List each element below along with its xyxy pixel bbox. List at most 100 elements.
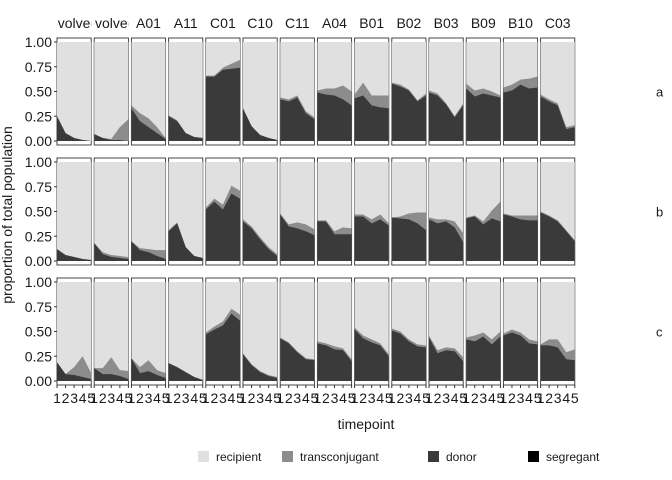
- donor-area: [429, 219, 464, 261]
- column-strip-label: B01: [359, 15, 384, 31]
- x-axis-title: timepoint: [338, 416, 395, 432]
- facet-panel: [316, 157, 353, 266]
- facet-panel: [242, 277, 278, 386]
- legend-item: donor: [428, 450, 477, 464]
- y-tick-label: 1.00: [25, 154, 52, 170]
- x-tick-label: 3: [256, 390, 264, 406]
- facet-panel: [428, 157, 464, 266]
- x-tick-label: 2: [508, 390, 516, 406]
- legend-label: transconjugant: [300, 450, 379, 464]
- facet-panel: [56, 277, 92, 386]
- donor-area: [168, 223, 203, 261]
- legend-label: recipient: [216, 450, 262, 464]
- y-tick-label: 0.75: [25, 179, 52, 195]
- y-tick-label: 0.25: [25, 108, 52, 124]
- y-tick-label: 1.00: [25, 274, 52, 290]
- x-tick-label: 5: [199, 390, 207, 406]
- x-tick-label: 4: [116, 390, 124, 406]
- x-tick-label: 5: [459, 390, 467, 406]
- donor-area: [280, 338, 315, 381]
- donor-area: [243, 354, 278, 381]
- x-tick-label: 5: [385, 390, 393, 406]
- column-strip-label: evolved: [50, 15, 98, 31]
- donor-area: [243, 108, 278, 141]
- x-tick-label: 3: [107, 390, 115, 406]
- donor-area: [57, 116, 92, 141]
- legend-swatch: [282, 451, 293, 462]
- legend-label: segregant: [546, 450, 600, 464]
- x-tick-label: 1: [314, 390, 322, 406]
- x-tick-label: 5: [348, 390, 356, 406]
- facet-panel: [242, 37, 278, 146]
- facet-panel: [502, 157, 539, 266]
- donor-area: [205, 67, 240, 141]
- facet-panel: [56, 157, 92, 266]
- donor-area: [131, 108, 166, 141]
- donor-area: [429, 337, 464, 381]
- legend-swatch: [198, 451, 209, 462]
- y-tick-label: 0.00: [25, 253, 52, 269]
- x-tick-label: 1: [351, 390, 359, 406]
- column-strip-label: C03: [545, 15, 571, 31]
- donor-area: [168, 363, 203, 381]
- x-tick-label: 1: [500, 390, 508, 406]
- donor-area: [354, 216, 389, 261]
- x-tick-label: 4: [302, 390, 310, 406]
- x-tick-label: 2: [173, 390, 181, 406]
- facet-panel: [93, 37, 129, 146]
- facet-panel: [205, 277, 241, 386]
- transconjugant-area: [94, 119, 129, 141]
- x-tick-label: 4: [265, 390, 273, 406]
- facet-panel: [130, 277, 167, 386]
- recipient-area: [168, 282, 203, 381]
- facet-panel: [428, 37, 464, 146]
- x-tick-label: 3: [554, 390, 562, 406]
- x-tick-label: 5: [236, 390, 244, 406]
- x-tick-label: 4: [525, 390, 533, 406]
- facet-panel: [130, 157, 167, 266]
- x-tick-label: 3: [70, 390, 78, 406]
- column-strip-label: C10: [247, 15, 273, 31]
- facet-panel: [205, 37, 241, 146]
- facet-panel: [168, 157, 204, 266]
- x-tick-label: 5: [87, 390, 95, 406]
- column-strip-label: A04: [322, 15, 347, 31]
- donor-area: [280, 97, 315, 141]
- facet-panel: [465, 277, 501, 386]
- x-tick-label: 5: [497, 390, 505, 406]
- x-tick-label: 1: [462, 390, 470, 406]
- donor-area: [94, 243, 129, 261]
- x-tick-label: 3: [368, 390, 376, 406]
- donor-area: [354, 329, 389, 381]
- x-tick-label: 2: [434, 390, 442, 406]
- donor-area: [503, 84, 538, 141]
- x-tick-label: 3: [219, 390, 227, 406]
- donor-area: [280, 214, 315, 261]
- recipient-area: [94, 162, 129, 261]
- legend-item: segregant: [528, 450, 600, 464]
- y-tick-label: 0.25: [25, 348, 52, 364]
- y-tick-label: 0.00: [25, 373, 52, 389]
- column-strip-label: evolved: [87, 15, 135, 31]
- recipient-area: [57, 162, 92, 261]
- donor-area: [503, 214, 538, 261]
- column-strip-label: B10: [508, 15, 533, 31]
- facet-panel: [130, 37, 167, 146]
- x-tick-label: 1: [239, 390, 247, 406]
- donor-area: [466, 216, 501, 261]
- facet-panel: [354, 277, 390, 386]
- donor-area: [391, 330, 426, 381]
- column-strip-label: B03: [434, 15, 459, 31]
- facet-panel: [279, 37, 315, 146]
- recipient-area: [131, 162, 166, 261]
- facet-panel: [540, 37, 576, 146]
- y-tick-label: 0.75: [25, 59, 52, 75]
- x-tick-label: 2: [322, 390, 330, 406]
- facet-panel: [354, 37, 390, 146]
- donor-area: [168, 116, 203, 141]
- y-tick-label: 0.00: [25, 133, 52, 149]
- facet-panel: [465, 157, 501, 266]
- x-tick-label: 3: [442, 390, 450, 406]
- x-tick-label: 2: [136, 390, 144, 406]
